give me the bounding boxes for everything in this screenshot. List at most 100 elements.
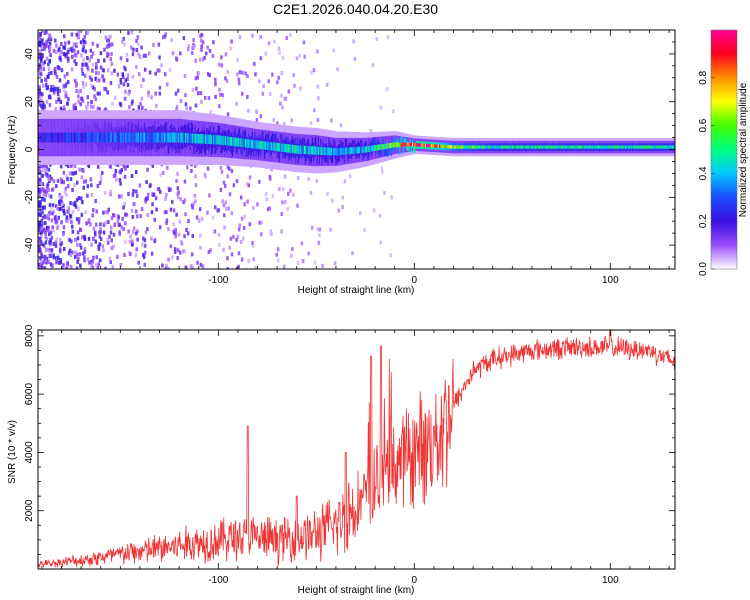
heatmap-noise-cell (76, 259, 79, 264)
heatmap-band-core (268, 141, 271, 151)
heatmap-band-core (464, 145, 468, 149)
snr-x-axis-title: Height of straight line (km) (298, 585, 415, 596)
heatmap-band-core (575, 145, 578, 149)
heatmap-band-core (329, 147, 332, 156)
heatmap-noise-cell (151, 202, 154, 207)
heatmap-noise-cell (315, 178, 318, 183)
heatmap-band-core (226, 136, 229, 146)
heatmap-noise-cell (47, 67, 51, 72)
heatmap-band-core (362, 146, 365, 153)
heatmap-noise-cell (199, 91, 203, 96)
heatmap-noise-cell (41, 254, 44, 259)
heatmap-noise-cell (147, 93, 150, 98)
heatmap-band-body (394, 136, 397, 148)
heatmap-noise-cell (80, 175, 83, 180)
heatmap-noise-cell (237, 77, 241, 82)
heatmap-band-core (322, 147, 325, 156)
heatmap-noise-cell (201, 264, 205, 269)
heatmap-noise-cell (88, 75, 92, 80)
heatmap-noise-cell (183, 74, 187, 79)
heatmap-noise-cell (214, 94, 217, 99)
heatmap-band-core (404, 142, 408, 147)
heatmap-band-core (640, 145, 643, 149)
heatmap-band-body (234, 127, 237, 148)
heatmap-noise-cell (58, 53, 62, 58)
heatmap-noise-cell (292, 192, 295, 197)
heatmap-noise-cell (90, 100, 93, 104)
heatmap-noise-cell (49, 35, 52, 40)
heatmap-band-core (561, 145, 564, 149)
heatmap-band-core (281, 143, 284, 152)
heatmap-noise-cell (52, 48, 56, 53)
heatmap-band-core (79, 132, 82, 143)
heatmap-band-core (435, 144, 438, 148)
heatmap-band-core (174, 132, 177, 143)
heatmap-noise-cell (67, 206, 70, 211)
heatmap-noise-cell (96, 78, 99, 83)
heatmap-band-core (426, 143, 429, 148)
heatmap-band-core (560, 145, 563, 149)
heatmap-band-core (367, 146, 370, 153)
heatmap-noise-cell (45, 56, 49, 61)
heatmap-band-core (389, 142, 392, 149)
heatmap-band-core (263, 141, 266, 150)
heatmap-noise-cell (251, 33, 254, 38)
heatmap-noise-cell (60, 220, 63, 225)
heatmap-noise-cell (282, 264, 286, 269)
heatmap-noise-cell (310, 70, 313, 75)
heatmap-band-core (602, 145, 605, 149)
heatmap-noise-cell (142, 236, 145, 241)
heatmap-noise-cell (238, 35, 242, 40)
heatmap-noise-cell (38, 203, 42, 208)
heatmap-noise-cell (123, 202, 126, 207)
heatmap-noise-cell (41, 38, 44, 43)
heatmap-noise-cell (252, 257, 255, 262)
heatmap-noise-cell (194, 103, 198, 108)
heatmap-noise-cell (230, 168, 234, 173)
heatmap-noise-cell (235, 101, 238, 106)
heatmap-noise-cell (52, 179, 56, 184)
heatmap-noise-cell (98, 234, 101, 239)
heatmap-noise-cell (55, 43, 58, 48)
heatmap-noise-cell (44, 168, 47, 173)
heatmap-noise-cell (140, 96, 144, 101)
heatmap-noise-cell (116, 254, 119, 259)
heatmap-noise-cell (73, 171, 76, 176)
heatmap-noise-cell (95, 255, 98, 260)
heatmap-band-core (630, 145, 633, 149)
heatmap-band-core (107, 132, 110, 143)
heatmap-noise-cell (47, 37, 50, 42)
heatmap-band-core (507, 145, 510, 149)
heatmap-noise-cell (135, 47, 139, 52)
heatmap-noise-cell (44, 192, 47, 197)
heatmap-noise-cell (196, 75, 199, 80)
heatmap-noise-cell (40, 174, 43, 178)
heatmap-noise-cell (73, 48, 76, 53)
heatmap-band-core (587, 145, 590, 149)
heatmap-band-core (287, 144, 290, 153)
heatmap-noise-cell (211, 215, 215, 220)
heatmap-band-core (56, 132, 59, 143)
heatmap-band-body (279, 142, 282, 162)
heatmap-band-core (493, 145, 496, 149)
heatmap-band-core (185, 133, 188, 143)
heatmap-noise-cell (43, 205, 47, 210)
heatmap-band-core (120, 132, 123, 143)
heatmap-band-body (262, 131, 265, 151)
heatmap-noise-cell (47, 188, 50, 192)
heatmap-noise-cell (38, 170, 41, 175)
heatmap-noise-cell (211, 54, 215, 58)
heatmap-band-core (381, 144, 384, 150)
heatmap-noise-cell (203, 55, 206, 60)
heatmap-noise-cell (150, 236, 153, 241)
heatmap-noise-cell (229, 46, 232, 51)
heatmap-noise-cell (70, 265, 73, 269)
heatmap-noise-cell (63, 34, 66, 39)
heatmap-band-core (222, 135, 225, 145)
heatmap-noise-cell (77, 257, 80, 262)
heatmap-noise-cell (292, 73, 295, 78)
heatmap-band-core (635, 145, 638, 149)
heatmap-noise-cell (46, 85, 49, 90)
heatmap-noise-cell (329, 227, 332, 232)
heatmap-band-core (414, 143, 417, 147)
